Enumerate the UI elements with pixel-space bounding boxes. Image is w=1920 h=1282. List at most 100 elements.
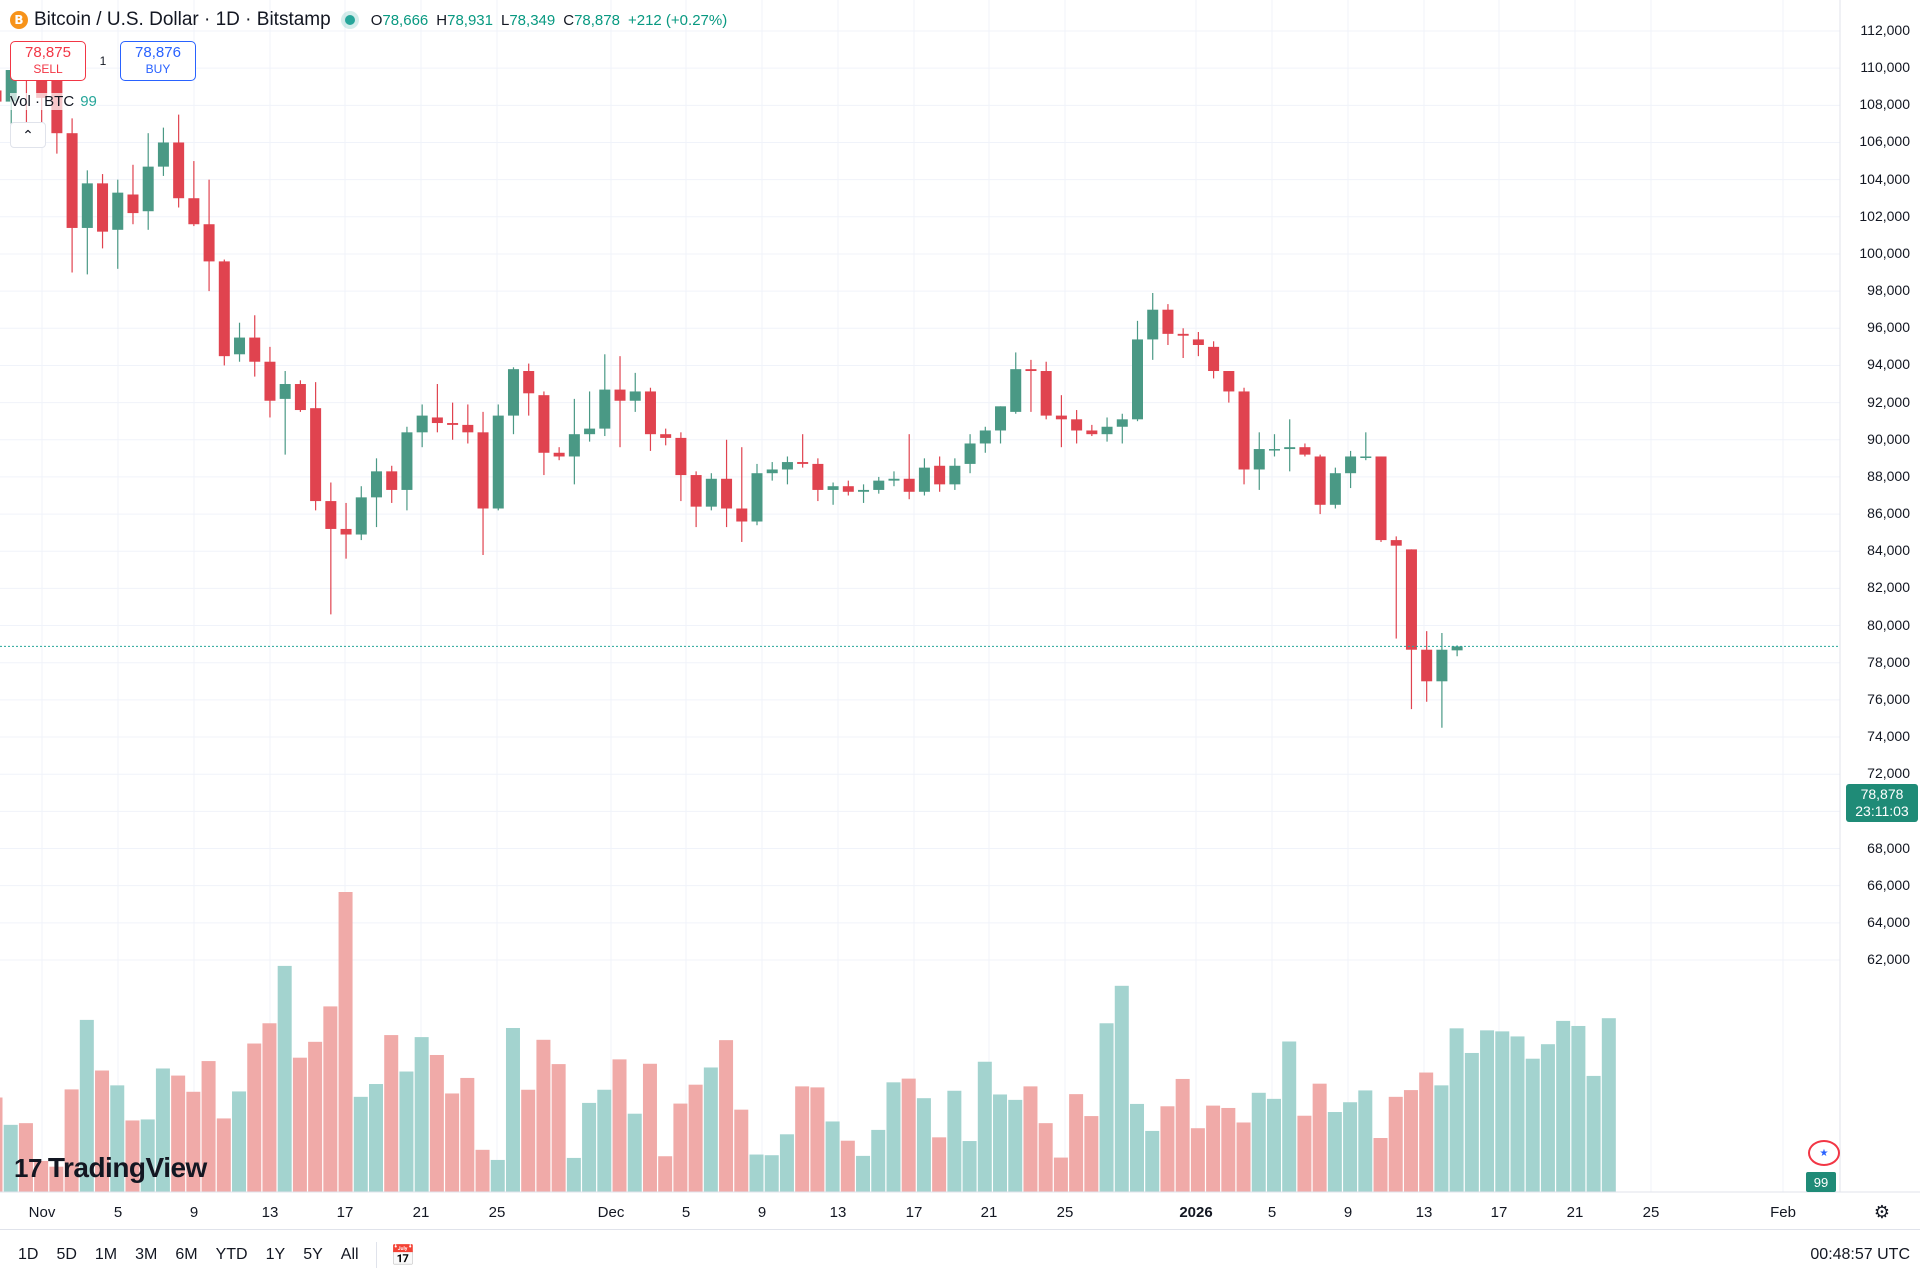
- volume-bar: [810, 1087, 825, 1192]
- candle-body: [1253, 449, 1265, 470]
- range-button-3m[interactable]: 3M: [135, 1246, 158, 1263]
- candle: [431, 384, 443, 433]
- calendar-icon[interactable]: 📅: [390, 1244, 416, 1267]
- volume-bar: [399, 1071, 414, 1192]
- volume-bar: [247, 1043, 262, 1192]
- candle-body: [568, 434, 580, 457]
- collapse-legend-button[interactable]: ⌃: [10, 122, 46, 148]
- candle: [721, 439, 733, 528]
- candle: [355, 486, 367, 541]
- candle: [127, 164, 139, 225]
- volume-bar: [1023, 1086, 1038, 1192]
- candle: [812, 458, 824, 502]
- volume-bars: [0, 892, 1616, 1192]
- volume-bar: [384, 1035, 399, 1192]
- price-axis-label: 108,000: [1859, 96, 1910, 113]
- sell-button[interactable]: 78,875 SELL: [10, 41, 86, 81]
- volume-bar: [475, 1149, 490, 1192]
- candle-body: [523, 371, 535, 394]
- candle: [234, 322, 246, 362]
- range-button-1d[interactable]: 1D: [18, 1246, 39, 1263]
- candle-body: [1360, 456, 1372, 458]
- buy-button[interactable]: 78,876 BUY: [120, 41, 196, 81]
- volume-bar: [1190, 1128, 1205, 1192]
- time-axis-label: 21: [412, 1204, 430, 1221]
- volume-bar: [95, 1070, 110, 1192]
- candle: [507, 367, 519, 435]
- volume-bar: [734, 1109, 749, 1192]
- time-axis-label: 17: [336, 1204, 354, 1221]
- volume-bar: [1388, 1096, 1403, 1192]
- candle: [1284, 419, 1296, 472]
- volume-bar: [612, 1059, 627, 1192]
- candle-body: [1040, 371, 1052, 416]
- candle: [1147, 292, 1159, 360]
- volume-bar: [566, 1157, 581, 1192]
- candle: [979, 426, 991, 453]
- symbol-title[interactable]: Bitcoin / U.S. Dollar · 1D · Bitstamp: [34, 9, 331, 30]
- candle-body: [1345, 456, 1357, 474]
- spread-value: 1: [99, 54, 107, 68]
- candle-body: [690, 475, 702, 507]
- candle: [416, 404, 428, 448]
- volume-bar: [1160, 1106, 1175, 1192]
- candle-body: [1010, 369, 1022, 412]
- price-axis-label: 90,000: [1867, 430, 1910, 447]
- range-button-ytd[interactable]: YTD: [215, 1246, 248, 1263]
- volume-bar: [186, 1091, 201, 1192]
- candle-body: [553, 452, 565, 457]
- volume-bar: [140, 1119, 155, 1192]
- candle-body: [781, 462, 793, 470]
- candle: [1421, 631, 1433, 702]
- candle-body: [1177, 333, 1189, 336]
- chart-settings-icon[interactable]: ⚙: [1873, 1201, 1891, 1222]
- price-axis-label: 78,000: [1867, 653, 1910, 670]
- volume-bar: [627, 1113, 642, 1192]
- candle: [705, 473, 717, 511]
- candle-body: [629, 391, 641, 401]
- candle: [1390, 536, 1402, 639]
- price-axis-label: 110,000: [1860, 59, 1910, 76]
- candle-body: [1390, 540, 1402, 546]
- tradingview-watermark[interactable]: 17 TradingView: [14, 1152, 207, 1183]
- price-axis-label: 82,000: [1867, 579, 1910, 596]
- range-button-5y[interactable]: 5Y: [303, 1246, 323, 1263]
- volume-bar: [49, 1166, 64, 1192]
- candle-body: [127, 194, 139, 214]
- time-axis-label: Nov: [28, 1204, 56, 1221]
- volume-bar: [642, 1063, 657, 1192]
- candle: [629, 372, 641, 412]
- utc-clock[interactable]: 00:48:57 UTC: [1810, 1246, 1910, 1263]
- volume-legend[interactable]: Vol · BTC 99: [10, 93, 97, 110]
- us-flag-icon[interactable]: ★: [1808, 1140, 1840, 1166]
- ohlc-values: O78,666 H78,931 L78,349 C78,878 +212 (+0…: [370, 11, 728, 29]
- candle: [112, 179, 124, 269]
- candle-body: [1147, 309, 1159, 340]
- candle-body: [386, 471, 398, 490]
- market-status-icon[interactable]: [344, 15, 355, 25]
- range-button-all[interactable]: All: [340, 1246, 359, 1263]
- range-button-6m[interactable]: 6M: [175, 1246, 198, 1263]
- candle-body: [66, 133, 78, 228]
- volume-bar: [1510, 1036, 1525, 1192]
- candle-body: [173, 142, 185, 199]
- candle-body: [36, 66, 48, 98]
- candle-body: [371, 471, 382, 498]
- candle: [1101, 417, 1113, 442]
- volume-badge: 99: [1806, 1172, 1836, 1192]
- candle: [401, 426, 413, 511]
- volume-bar: [1084, 1116, 1099, 1192]
- range-button-5d[interactable]: 5D: [56, 1246, 77, 1263]
- candle: [264, 346, 276, 418]
- candle-body: [1238, 391, 1250, 470]
- range-button-1m[interactable]: 1M: [94, 1246, 118, 1263]
- range-button-1y[interactable]: 1Y: [265, 1246, 286, 1263]
- candle: [644, 387, 656, 451]
- candle: [218, 259, 230, 366]
- volume-bar: [1053, 1157, 1068, 1192]
- volume-bar: [916, 1098, 931, 1192]
- candle-body: [1055, 415, 1067, 420]
- candle: [1345, 450, 1357, 489]
- volume-bar: [1297, 1115, 1312, 1192]
